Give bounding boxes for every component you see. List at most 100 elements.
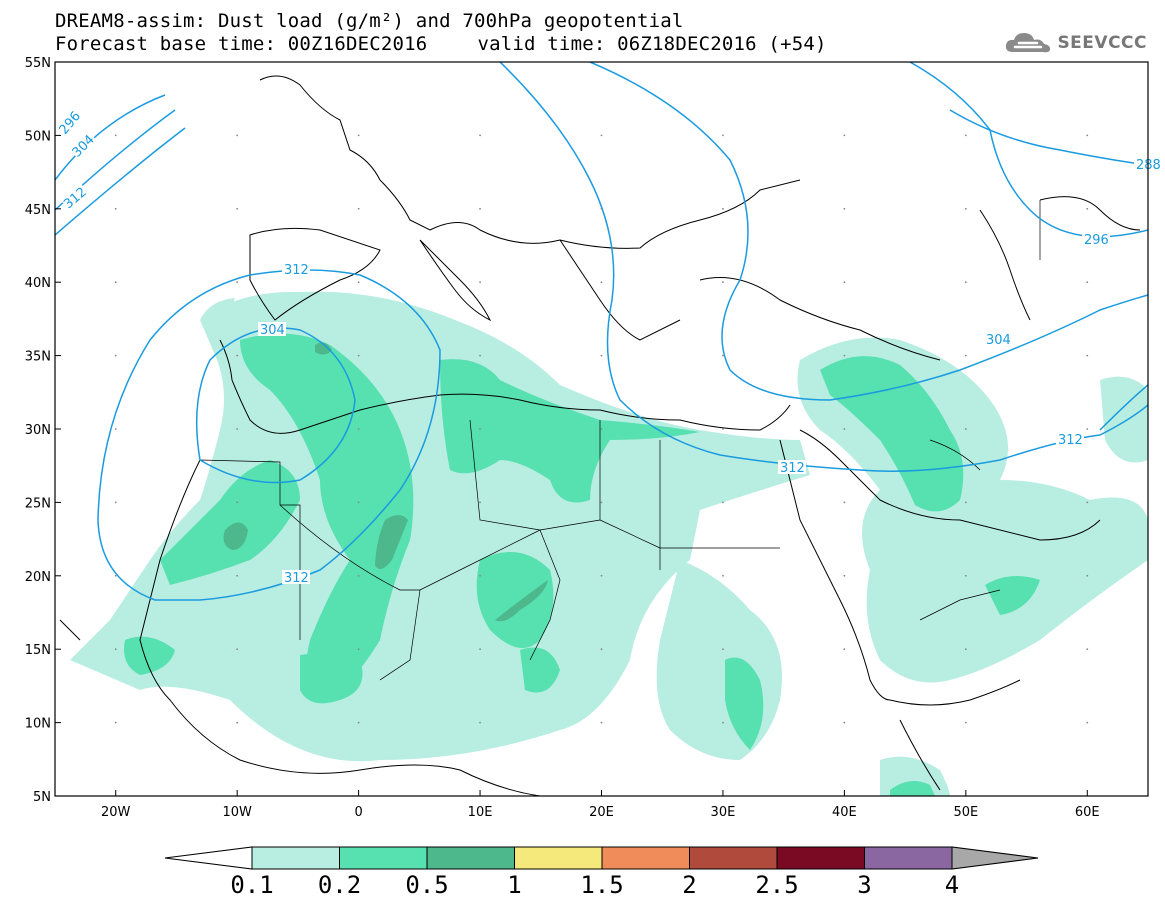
grid-dot — [114, 501, 117, 504]
grid-dot — [964, 354, 967, 357]
grid-dot — [722, 721, 724, 724]
country-borders — [199, 200, 1041, 681]
lat-label: 45N — [25, 203, 51, 218]
lon-label: 50E — [953, 805, 978, 820]
grid-dot — [236, 354, 239, 357]
grid-dot — [114, 281, 117, 284]
grid-dot — [843, 281, 846, 284]
colorbar-swatch — [251, 846, 340, 870]
lat-label: 30N — [25, 423, 51, 438]
lat-axis: 55N 50N 45N 40N 35N 30N 25N 20N 15N 10N 5N — [25, 56, 61, 805]
contour-label: 304 — [986, 333, 1011, 348]
grid-dot — [1086, 281, 1089, 284]
lat-label: 50N — [25, 129, 51, 144]
grid-dot — [1086, 354, 1089, 357]
grid-dot — [722, 281, 724, 284]
grid-dot — [722, 354, 724, 357]
grid-dot — [357, 574, 360, 577]
grid-dot — [1086, 207, 1089, 210]
colorbar-label: 1.5 — [580, 871, 623, 899]
colorbar-swatch — [426, 846, 515, 870]
forecast-base-time: Forecast base time: 00Z16DEC2016 — [55, 33, 428, 55]
grid-dot — [722, 574, 724, 577]
grid-dot — [722, 501, 724, 504]
grid-dot — [114, 574, 117, 577]
grid-dot — [357, 428, 360, 430]
colorbar-swatch — [776, 846, 865, 870]
colorbar-over-triangle — [951, 846, 1039, 870]
grid-dot — [479, 207, 481, 210]
time-info: Forecast base time: 00Z16DEC2016 valid ti… — [55, 33, 827, 55]
colorbar-label: 2.5 — [755, 871, 798, 899]
colorbar-swatch — [339, 846, 428, 870]
grid-dot — [1086, 428, 1089, 430]
contour-label: 296 — [1084, 233, 1109, 248]
colorbar-swatch — [689, 846, 778, 870]
grid-dot — [964, 721, 967, 724]
grid-dot — [964, 574, 967, 577]
grid-dot — [479, 428, 481, 430]
lat-label: 25N — [25, 496, 51, 511]
grid-dot — [236, 428, 239, 430]
grid-dot — [479, 134, 481, 137]
grid-dot — [236, 207, 239, 210]
grid-dot — [964, 648, 967, 651]
grid-dot — [114, 648, 117, 651]
grid-dot — [114, 354, 117, 357]
grid-dot — [843, 574, 846, 577]
grid-dot — [843, 354, 846, 357]
map-title: DREAM8-assim: Dust load (g/m²) and 700hP… — [55, 10, 684, 32]
dust-level-0.2 — [124, 333, 1040, 796]
logo-text: SEEVCCC — [1057, 33, 1147, 53]
lon-label: 0 — [354, 805, 362, 820]
grid-dot — [357, 501, 360, 504]
grid-dot — [964, 281, 967, 284]
grid-dot — [479, 574, 481, 577]
gridlines — [114, 134, 1089, 724]
grid-dot — [114, 134, 117, 137]
contour-label: 312 — [284, 571, 309, 586]
grid-dot — [600, 281, 603, 284]
colorbar-under-triangle — [164, 846, 253, 870]
grid-dot — [1086, 648, 1089, 651]
lat-label: 35N — [25, 350, 51, 365]
contour-labels: 296 304 312 312 304 312 312 312 296 288 … — [55, 109, 1161, 586]
grid-dot — [479, 501, 481, 504]
grid-dot — [236, 721, 239, 724]
lon-label: 20W — [101, 805, 131, 820]
grid-dot — [722, 648, 724, 651]
colorbar-label: 4 — [945, 871, 959, 899]
lon-label: 30E — [711, 805, 736, 820]
grid-dot — [600, 721, 603, 724]
grid-dot — [964, 207, 967, 210]
contour-label: 312 — [1058, 433, 1083, 448]
grid-dot — [357, 207, 360, 210]
grid-dot — [114, 428, 117, 430]
grid-dot — [114, 207, 117, 210]
grid-dot — [843, 207, 846, 210]
grid-dot — [357, 134, 360, 137]
grid-dot — [600, 207, 603, 210]
contour-label: 304 — [260, 323, 285, 338]
grid-dot — [600, 574, 603, 577]
grid-dot — [964, 134, 967, 137]
grid-dot — [236, 501, 239, 504]
colorbar-label: 3 — [857, 871, 871, 899]
grid-dot — [722, 428, 724, 430]
grid-dot — [236, 574, 239, 577]
contour-label: 296 — [57, 109, 84, 138]
colorbar: 0.1 0.2 0.5 1 1.5 2 2.5 3 4 — [164, 846, 1039, 899]
colorbar-label: 0.2 — [318, 871, 361, 899]
colorbar-label: 1 — [507, 871, 521, 899]
lon-label: 10W — [222, 805, 252, 820]
lon-label: 40E — [832, 805, 857, 820]
lon-label: 60E — [1075, 805, 1100, 820]
coastlines — [59, 75, 1141, 796]
lat-label: 10N — [25, 717, 51, 732]
lat-label: 55N — [25, 56, 51, 71]
grid-dot — [843, 648, 846, 651]
colorbar-swatch — [864, 846, 953, 870]
colorbar-swatch — [601, 846, 690, 870]
colorbar-label: 0.1 — [230, 871, 273, 899]
